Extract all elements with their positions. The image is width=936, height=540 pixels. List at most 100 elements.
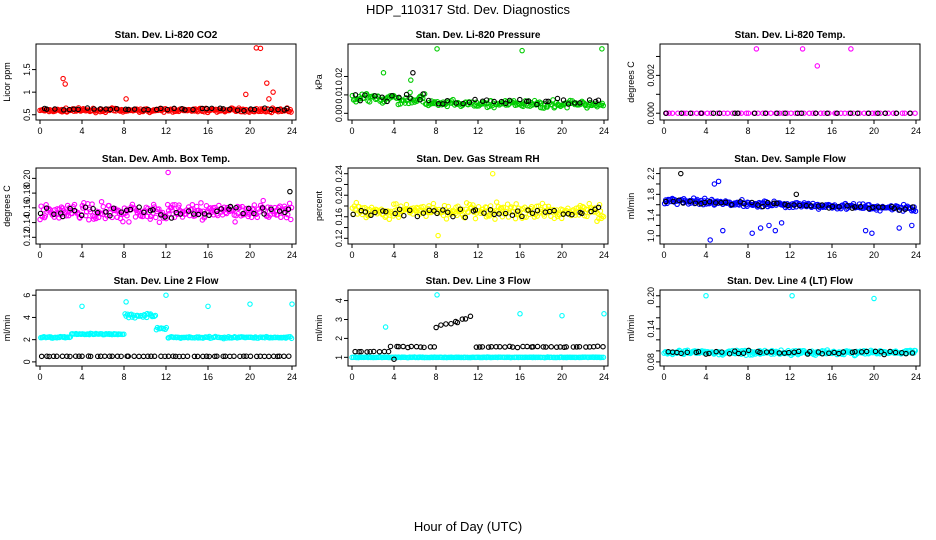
data-point [153,214,159,221]
data-point [849,349,856,356]
data-point [720,227,726,234]
y-tick-label: 1.5 [22,63,32,76]
data-point [834,110,840,116]
data-point [182,107,188,113]
data-point [600,213,607,220]
data-point [840,349,847,355]
data-point [543,344,549,350]
data-point [497,344,503,350]
data-point [376,349,383,355]
data-point [579,210,585,217]
data-point [680,200,686,206]
data-point [166,211,172,217]
data-point [371,348,377,355]
data-point [573,354,580,361]
y-tick-label: 0.20 [334,186,344,204]
data-point [462,214,469,221]
data-point [365,213,371,219]
data-point [782,110,788,116]
data-point [123,299,129,305]
data-point [675,110,681,116]
data-point [753,46,760,52]
x-tick-label: 20 [245,372,255,382]
data-point [704,110,711,116]
data-point [435,232,441,239]
data-point [352,92,359,98]
series-samples [349,170,607,239]
data-point [710,110,717,116]
data-point [576,343,583,350]
x-tick-label: 8 [745,126,750,136]
y-tick-label: 1.8 [646,188,656,201]
figure-title: HDP_110317 Std. Dev. Diagnostics [366,2,571,17]
data-point [443,216,450,222]
data-point [90,205,96,212]
data-point [60,75,66,82]
x-tick-label: 20 [557,250,567,260]
x-tick-label: 4 [79,126,84,136]
data-point [240,210,246,217]
data-point [519,47,525,54]
y-tick-label: 0.12 [22,229,32,247]
data-point [234,107,241,113]
x-tick-label: 0 [661,372,666,382]
data-point [82,204,89,210]
data-point [485,344,492,350]
y-tick-label: 0 [22,359,32,364]
data-point [425,97,432,104]
y-tick-label: 0.08 [646,353,656,371]
data-point [514,208,521,214]
data-point [136,353,142,360]
data-point [712,200,719,206]
data-point [417,344,424,350]
data-point [778,220,785,226]
data-point [881,351,887,358]
data-point [472,96,478,103]
data-point [434,292,440,298]
series-samples [661,293,919,359]
data-point [862,227,869,234]
y-tick-label: 2 [22,337,32,342]
panel-title: Stan. Dev. Sample Flow [734,154,846,165]
y-tick-label: 4 [22,315,32,320]
x-tick-label: 20 [245,250,255,260]
data-point [852,348,858,355]
data-point [431,344,438,350]
data-point [545,98,551,105]
panel-title: Stan. Dev. Gas Stream RH [416,154,539,165]
x-tick-label: 12 [473,250,483,260]
data-point [253,353,260,360]
x-tick-label: 4 [703,372,708,382]
data-point [145,106,151,113]
data-point [251,106,258,113]
data-point [774,110,780,116]
data-point [275,106,281,113]
data-point [120,218,126,225]
data-point [444,97,451,104]
y-tick-label: 1 [22,90,32,95]
data-point [796,202,803,209]
data-point [711,181,718,187]
data-point [909,204,916,210]
data-point [170,353,176,359]
data-point [724,110,731,116]
data-point [145,353,151,360]
data-point [896,207,903,213]
data-point [107,212,113,219]
data-point [151,353,158,360]
data-point [430,200,437,207]
data-point [893,110,900,116]
x-tick-label: 0 [37,126,42,136]
data-point [741,200,747,207]
data-point [150,201,157,208]
data-point [596,201,603,208]
data-point [706,350,712,357]
data-point [401,212,407,219]
data-point [379,94,385,100]
data-point [885,110,892,116]
data-point [751,110,758,116]
data-point [194,353,201,360]
data-point [907,110,913,116]
